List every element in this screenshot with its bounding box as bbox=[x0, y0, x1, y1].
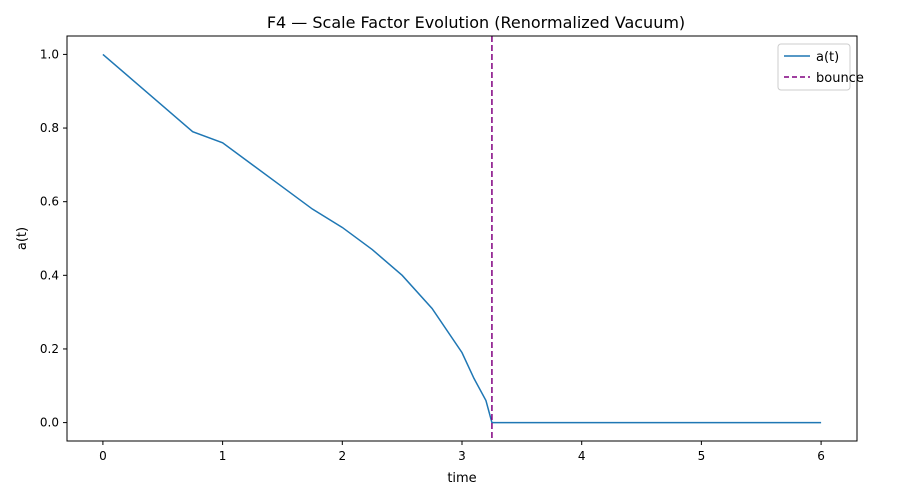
legend: a(t) bounce bbox=[777, 43, 864, 91]
x-tick-label: 5 bbox=[698, 449, 706, 463]
y-tick-label: 0.8 bbox=[40, 121, 59, 135]
y-tick-label: 1.0 bbox=[40, 47, 59, 61]
y-axis-label: a(t) bbox=[15, 227, 30, 250]
legend-label: a(t) bbox=[816, 50, 839, 65]
x-tick-label: 4 bbox=[578, 449, 586, 463]
x-tick-label: 3 bbox=[458, 449, 466, 463]
x-tick-label: 6 bbox=[817, 449, 825, 463]
legend-label: bounce bbox=[816, 71, 864, 86]
y-tick-label: 0.6 bbox=[40, 195, 59, 209]
plot-area bbox=[102, 36, 822, 441]
x-tick-label: 1 bbox=[219, 449, 227, 463]
x-axis-label: time bbox=[447, 471, 476, 486]
y-tick-label: 0.4 bbox=[40, 268, 59, 282]
axis-ticks: 0 1 2 3 4 5 6 0.0 0.2 0.4 0.6 0.8 1.0 bbox=[40, 47, 825, 463]
y-tick-label: 0.0 bbox=[40, 416, 59, 430]
x-tick-label: 2 bbox=[338, 449, 346, 463]
chart-title: F4 — Scale Factor Evolution (Renormalize… bbox=[267, 13, 685, 32]
series-line-a-t bbox=[102, 53, 822, 424]
x-tick-label: 0 bbox=[99, 449, 107, 463]
y-tick-label: 0.2 bbox=[40, 342, 59, 356]
